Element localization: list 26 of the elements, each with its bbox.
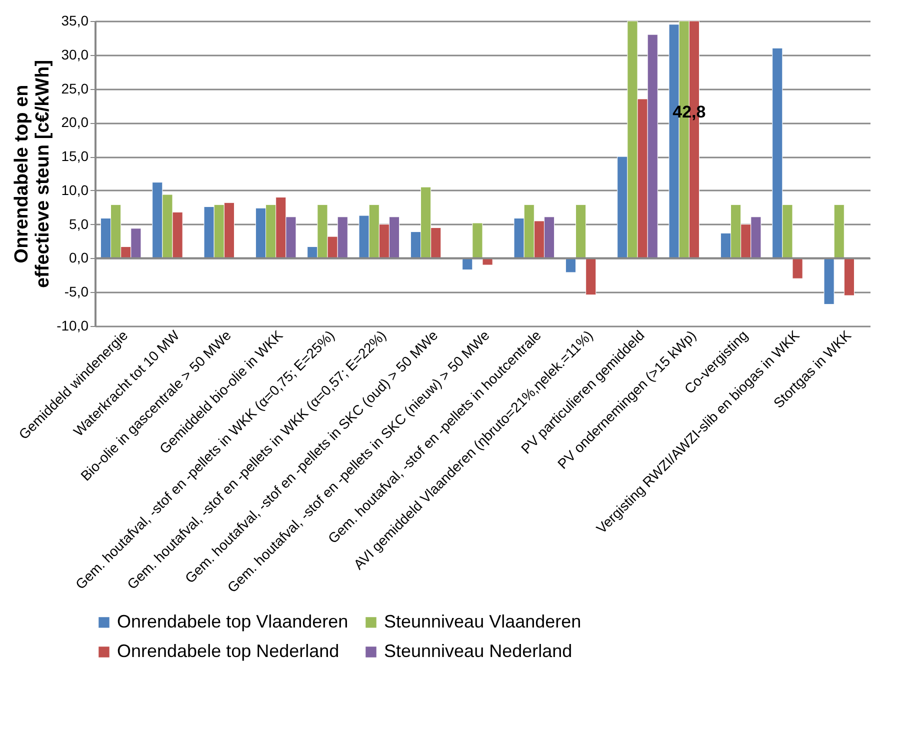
legend-label: Steunniveau Vlaanderen [384, 611, 582, 632]
bar [462, 258, 473, 270]
y-tick-label: 20,0 [61, 114, 89, 130]
y-tick-label: -5,0 [64, 284, 89, 300]
y-tick-label: 35,0 [61, 12, 89, 28]
legend-label: Steunniveau Nederland [384, 641, 572, 661]
bar [472, 222, 483, 258]
y-tick-label: 0,0 [69, 250, 89, 266]
bar [824, 258, 834, 305]
bar [834, 204, 844, 258]
annotation: 42,8 [672, 102, 706, 122]
legend-label: Onrendabele top Nederland [117, 641, 340, 661]
bar [576, 204, 586, 258]
bar [565, 258, 576, 273]
y-tick-label: 30,0 [61, 46, 89, 62]
y-tick-label: 10,0 [61, 182, 89, 198]
y-tick-label: 25,0 [61, 80, 89, 96]
y-tick-label: 5,0 [69, 216, 89, 232]
bar [844, 258, 854, 296]
bar [792, 258, 803, 279]
y-tick-label: 15,0 [61, 148, 89, 164]
y-axis-title: Onrendabele top en effectieve steun [c€/kWh] [12, 60, 54, 288]
y-tick-label: -10,0 [56, 318, 89, 334]
bar [482, 258, 493, 266]
legend-label: Onrendabele top Vlaanderen [117, 611, 348, 632]
bar [586, 258, 596, 296]
